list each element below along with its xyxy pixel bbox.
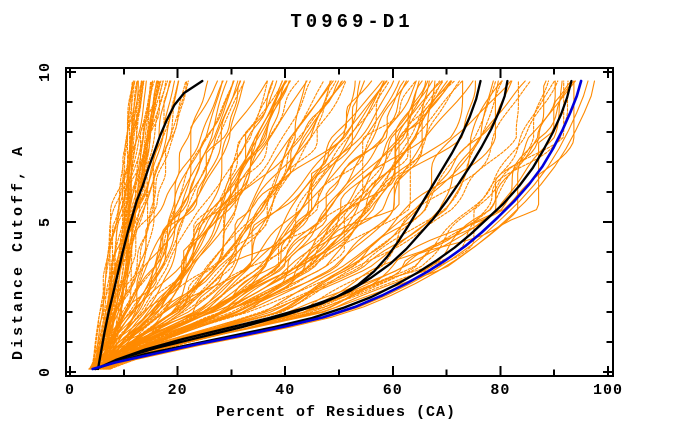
orange-curve: [93, 80, 407, 370]
tick-labels-group: 0 20 40 60 80 100 0 5 10: [37, 62, 623, 399]
x-axis-label: Percent of Residues (CA): [216, 404, 456, 421]
black-model-3-curve: [94, 79, 509, 371]
orange-curve: [105, 80, 189, 370]
orange-curve: [96, 80, 291, 370]
orange-curve: [103, 80, 395, 370]
orange-curve: [93, 80, 234, 370]
y-tick-label: 5: [37, 217, 54, 227]
orange-curve: [91, 80, 526, 370]
blue-reference-curve: [91, 79, 583, 371]
orange-curve: [95, 80, 383, 370]
x-tick-label: 80: [490, 382, 510, 399]
orange-curve: [88, 80, 460, 370]
orange-curve: [105, 80, 347, 370]
orange-curve: [109, 80, 559, 370]
x-tick-label: 100: [593, 382, 623, 399]
orange-curve: [108, 80, 245, 370]
orange-curve: [96, 80, 456, 370]
orange-curve: [106, 80, 463, 370]
y-axis-label: Distance Cutoff, A: [10, 144, 27, 360]
orange-curve: [93, 80, 136, 370]
orange-curve: [108, 80, 172, 370]
orange-curve: [93, 80, 180, 370]
orange-curve: [99, 80, 409, 370]
orange-curve: [95, 80, 239, 370]
orange-curve: [100, 80, 575, 370]
x-tick-label: 40: [275, 382, 295, 399]
black-model-1-curve: [96, 79, 204, 371]
black-model-2-curve: [94, 79, 482, 371]
orange-curve: [108, 80, 160, 370]
orange-curve: [106, 80, 385, 370]
y-tick-label: 0: [37, 367, 54, 377]
orange-curve: [101, 80, 291, 370]
orange-curve: [88, 80, 209, 370]
orange-curve: [105, 80, 162, 370]
orange-curve: [107, 80, 494, 370]
chart-title: T0969-D1: [290, 11, 413, 33]
x-tick-label: 0: [65, 382, 75, 399]
orange-curve: [96, 80, 331, 370]
black-model-4-curve: [93, 79, 573, 371]
orange-curve: [105, 80, 547, 370]
x-tick-label: 60: [383, 382, 403, 399]
orange-curve: [96, 80, 576, 370]
orange-curve: [90, 80, 436, 370]
highlight-curves-group: [91, 79, 583, 371]
y-tick-label: 10: [37, 62, 54, 82]
x-tick-label: 20: [168, 382, 188, 399]
orange-curve: [96, 80, 452, 370]
orange-curve: [104, 80, 444, 370]
orange-curve: [101, 80, 171, 370]
orange-curve: [100, 80, 513, 370]
plot-frame: [65, 67, 614, 377]
orange-curve: [104, 80, 334, 370]
orange-curve: [96, 80, 343, 370]
orange-curve: [91, 80, 143, 370]
orange-curve: [92, 80, 390, 370]
plot-border: [65, 67, 614, 377]
orange-curve: [98, 80, 596, 370]
orange-curve: [89, 80, 268, 370]
orange-curve: [97, 80, 441, 370]
